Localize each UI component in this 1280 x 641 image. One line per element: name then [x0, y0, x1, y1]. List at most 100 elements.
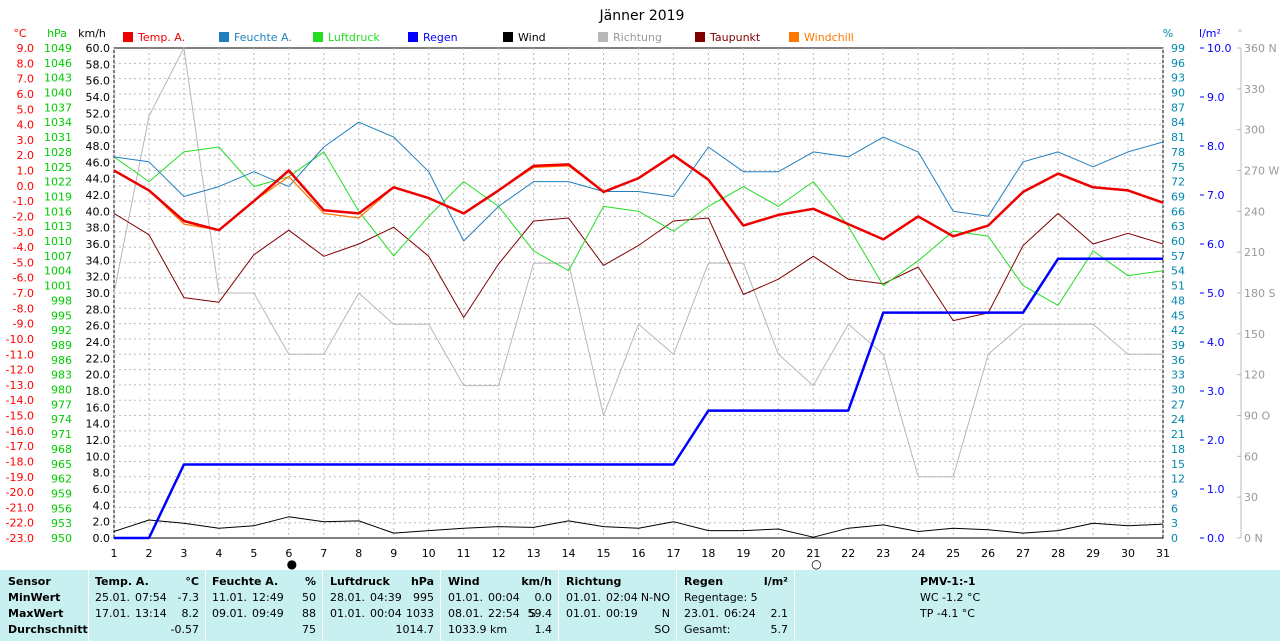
wind-tick-label: 52.0: [86, 107, 111, 120]
legend-swatch: [313, 32, 323, 42]
direction-tick-label: 240: [1244, 205, 1265, 218]
wind-tick-label: 30.0: [86, 287, 111, 300]
series-line-windchill: [113, 154, 1164, 240]
direction-tick-label: 300: [1244, 124, 1265, 137]
wind-min-time: 00:04: [488, 591, 520, 604]
pressure-min-date: 28.01.: [330, 591, 365, 604]
humidity-tick-label: 6: [1171, 502, 1178, 515]
legend-label: Richtung: [613, 31, 662, 44]
humidity-tick-label: 72: [1171, 176, 1185, 189]
temp-tick-label: -5.0: [13, 256, 34, 269]
temp-tick-label: -4.0: [13, 241, 34, 254]
wind-tick-label: 0.0: [93, 532, 111, 545]
rain-tick-label: 3.0: [1207, 385, 1225, 398]
humidity-min-time: 12:49: [252, 591, 284, 604]
humidity-tick-label: 36: [1171, 354, 1185, 367]
direction-tick-label: 270 W: [1244, 165, 1279, 178]
temp-tick-label: -2.0: [13, 210, 34, 223]
humidity-min-date: 11.01.: [212, 591, 247, 604]
right-axes: 0369121518212427303336394245485154576063…: [1171, 42, 1279, 545]
pressure-max-value: 1033: [406, 607, 434, 620]
sensor-header: Sensor: [8, 575, 51, 588]
legend-swatch: [408, 32, 418, 42]
wind-tick-label: 44.0: [86, 173, 111, 186]
wind-tick-label: 22.0: [86, 352, 111, 365]
humidity-tick-label: 12: [1171, 473, 1185, 486]
wind-unit: km/h: [521, 575, 552, 588]
rain-total: 5.7: [770, 623, 789, 636]
pressure-tick-label: 956: [51, 502, 72, 515]
legend-label: Luftdruck: [328, 31, 380, 44]
temp-unit-header: °C: [13, 27, 27, 40]
temp-tick-label: 2.0: [17, 149, 35, 162]
humidity-tick-label: 63: [1171, 220, 1185, 233]
temp-tick-label: 6.0: [17, 88, 35, 101]
pressure-tick-label: 950: [51, 532, 72, 545]
temp-tick-label: -10.0: [6, 333, 34, 346]
wind-min-value: 0.0: [534, 591, 553, 604]
wind-unit-header: km/h: [78, 27, 106, 40]
stats-sensor-column: Sensor MinWert MaxWert Durchschnitt: [0, 570, 88, 641]
separator: [205, 570, 206, 641]
pressure-tick-label: 1043: [44, 72, 72, 85]
rain-max-time: 06:24: [724, 607, 756, 620]
pressure-min-value: 995: [413, 591, 434, 604]
humidity-tick-label: 57: [1171, 250, 1185, 263]
moon-phase-icon: ○: [811, 557, 821, 570]
x-tick-label: 26: [981, 547, 995, 560]
temp-min-time: 07:54: [135, 591, 167, 604]
humidity-tick-label: 15: [1171, 458, 1185, 471]
axis-unit-headers: °C hPa km/h% l/m² °: [13, 27, 1242, 40]
legend: Temp. A. Feuchte A. Luftdruck Regen Wind Rich…: [123, 31, 854, 44]
x-tick-label: 10: [422, 547, 436, 560]
pressure-tick-label: 1034: [44, 116, 72, 129]
x-tick-label: 27: [1016, 547, 1030, 560]
humidity-tick-label: 24: [1171, 413, 1185, 426]
humidity-unit: %: [304, 575, 316, 588]
temp-tick-label: -6.0: [13, 272, 34, 285]
humidity-max-value: 88: [302, 607, 316, 620]
humidity-min-value: 50: [302, 591, 316, 604]
humidity-tick-label: 84: [1171, 116, 1185, 129]
wind-tick-label: 12.0: [86, 434, 111, 447]
pressure-tick-label: 998: [51, 294, 72, 307]
humidity-tick-label: 48: [1171, 294, 1185, 307]
rain-max-date: 23.01.: [684, 607, 719, 620]
wind-tick-label: 20.0: [86, 369, 111, 382]
legend-label: Wind: [518, 31, 546, 44]
x-tick-label: 11: [457, 547, 471, 560]
humidity-tick-label: 18: [1171, 443, 1185, 456]
stats-pmv-column: PMV-1:-1 WC -1.2 °C TP -4.1 °C: [795, 570, 1100, 641]
minwert-label: MinWert: [8, 591, 61, 604]
pressure-tick-label: 965: [51, 458, 72, 471]
legend-label: Windchill: [804, 31, 854, 44]
pressure-tick-label: 968: [51, 443, 72, 456]
rain-tick-label: 7.0: [1207, 189, 1225, 202]
pressure-tick-label: 953: [51, 517, 72, 530]
direction-min-value: N-NO: [640, 591, 670, 604]
temp-tick-label: 9.0: [17, 42, 35, 55]
series-line-regen: [114, 257, 1163, 540]
direction-average: SO: [654, 623, 670, 636]
wind-tick-label: 34.0: [86, 254, 111, 267]
rain-unit: l/m²: [763, 575, 788, 588]
temp-unit: °C: [185, 575, 199, 588]
temp-tick-label: -1.0: [13, 195, 34, 208]
temp-tick-label: -21.0: [6, 501, 34, 514]
humidity-tick-label: 39: [1171, 339, 1185, 352]
temp-tick-label: -17.0: [6, 440, 34, 453]
direction-min-date: 01.01.: [566, 591, 601, 604]
legend-swatch: [598, 32, 608, 42]
wind-tick-label: 10.0: [86, 450, 111, 463]
legend-label: Taupunkt: [709, 31, 761, 44]
series-line-feuchte-a: [113, 121, 1164, 242]
humidity-tick-label: 33: [1171, 369, 1185, 382]
humidity-tick-label: 90: [1171, 87, 1185, 100]
legend-label: Regen: [423, 31, 458, 44]
temp-tick-label: 0.0: [17, 180, 35, 193]
separator: [794, 570, 795, 641]
wind-max-value: 59.4: [527, 607, 553, 620]
pressure-tick-label: 980: [51, 384, 72, 397]
pressure-tick-label: 989: [51, 339, 72, 352]
rain-tick-label: 1.0: [1207, 483, 1225, 496]
